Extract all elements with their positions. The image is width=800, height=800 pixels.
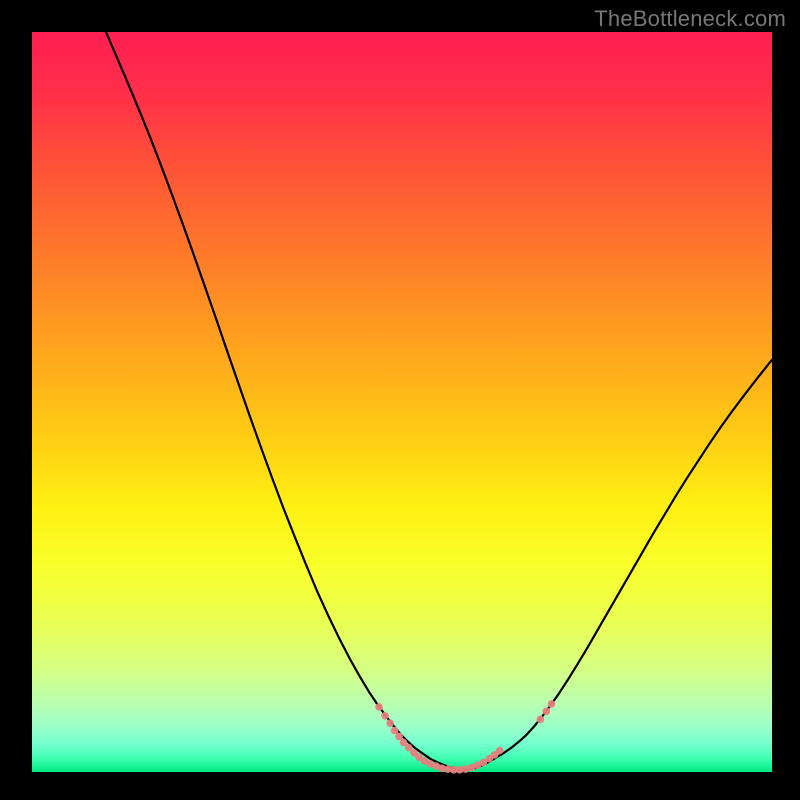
cluster-dot — [386, 719, 394, 727]
cluster-dot — [496, 747, 504, 755]
cluster-dot — [381, 712, 389, 720]
bottleneck-plot — [32, 32, 772, 772]
gradient-background — [32, 32, 772, 772]
cluster-dot — [548, 700, 556, 708]
cluster-dot — [537, 716, 545, 724]
chart-frame: TheBottleneck.com — [0, 0, 800, 800]
cluster-dot — [375, 703, 383, 711]
watermark-text: TheBottleneck.com — [594, 6, 786, 32]
cluster-dot — [543, 708, 551, 716]
